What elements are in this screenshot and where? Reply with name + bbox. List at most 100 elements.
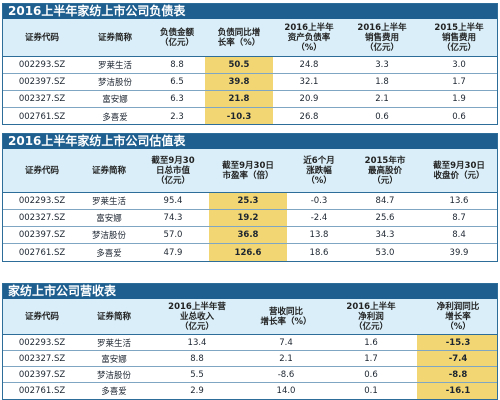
value-cell: 25.3 [237, 196, 259, 206]
value-cell: -16.1 [445, 386, 471, 396]
security-code: 002761.SZ [18, 386, 66, 396]
security-code: 002761.SZ [18, 247, 66, 258]
column-header: 截至9月30日 收盘价（元） [433, 160, 485, 181]
column-header: 截至9月30 日总市值 （亿元） [151, 155, 195, 186]
column-header: 2016上半年 资产负债率 （%） [284, 22, 334, 53]
column-header: 证券代码 [24, 32, 59, 43]
security-name: 富安娜 [102, 95, 128, 105]
security-code: 002327.SZ [18, 94, 66, 104]
column-header: 证券简称 [96, 311, 131, 322]
column-header: 2016上半年 销售费用 （亿元） [357, 22, 407, 53]
table-row: 002327.SZ 富安娜 6.3 21.8 20.9 2.1 1.9 [3, 91, 497, 108]
column-header: 截至9月30日 市盈率（倍） [222, 160, 274, 181]
value-cell: -8.6 [277, 369, 295, 380]
value-cell: 8.7 [452, 213, 466, 223]
value-cell: 32.1 [299, 77, 319, 87]
security-name: 梦洁股份 [96, 370, 131, 381]
security-code: 002397.SZ [18, 77, 66, 87]
table-panel-1: 2016上半年家纺上市公司负债表证券代码 证券简称 负债金额 （亿元） 负债同比增 长… [2, 3, 498, 125]
table-row: 002397.SZ 梦洁股份 57.0 36.8 13.8 34.3 8.4 [3, 227, 497, 244]
column-header: 负债金额 （亿元） [159, 27, 194, 48]
table-row: 002761.SZ 多喜爱 47.9 126.6 18.6 53.0 39.9 [3, 244, 497, 261]
table-title: 2016上半年家纺上市公司负债表 [3, 4, 497, 19]
value-cell: 1.7 [452, 77, 466, 87]
value-cell: 2.9 [190, 386, 204, 396]
table-row: 002397.SZ 梦洁股份 6.5 39.8 32.1 1.8 1.7 [3, 74, 497, 91]
value-cell: 34.3 [375, 230, 395, 240]
column-header: 2016上半年 净利润 （亿元） [346, 301, 396, 332]
table-panel-3: 家纺上市公司营收表证券代码 证券简称 2016上半年营 业总收入 （亿元） 营收同比 … [2, 283, 498, 400]
security-name: 罗莱生活 [97, 61, 132, 71]
value-cell: 13.8 [309, 230, 329, 240]
value-cell: 0.6 [364, 369, 378, 380]
security-code: 002327.SZ [18, 213, 66, 223]
security-code: 002293.SZ [18, 337, 66, 348]
highlight-column [209, 193, 287, 261]
column-header: 证券代码 [24, 311, 59, 322]
column-header: 2016上半年营 业总收入 （亿元） [168, 301, 226, 332]
value-cell: 57.0 [163, 230, 183, 240]
value-cell: 1.9 [452, 94, 466, 104]
value-cell: -0.3 [310, 196, 328, 206]
value-cell: 20.9 [299, 94, 319, 104]
table-header: 证券代码 证券简称 负债金额 （亿元） 负债同比增 长率（%） 2016上半年 资产负债… [3, 19, 497, 57]
security-name: 梦洁股份 [97, 78, 132, 88]
table-row: 002327.SZ 富安娜 8.8 2.1 1.7 -7.4 [3, 351, 497, 367]
security-name: 富安娜 [101, 354, 127, 365]
security-name: 多喜爱 [96, 248, 122, 259]
column-header: 营收同比 增长率（%） [260, 306, 312, 327]
table-row: 002293.SZ 罗莱生活 95.4 25.3 -0.3 84.7 13.6 [3, 193, 497, 210]
value-cell: 5.5 [190, 369, 204, 380]
value-cell: 126.6 [234, 247, 262, 258]
value-cell: 2.3 [170, 111, 184, 122]
security-name: 罗莱生活 [96, 338, 131, 349]
value-cell: 53.0 [375, 247, 395, 258]
value-cell: 1.6 [364, 337, 378, 348]
security-name: 罗莱生活 [91, 197, 126, 207]
value-cell: 7.4 [279, 337, 293, 348]
value-cell: 84.7 [375, 196, 395, 206]
value-cell: 6.5 [170, 77, 184, 87]
value-cell: 0.6 [452, 111, 466, 122]
table-header: 证券代码 证券简称 2016上半年营 业总收入 （亿元） 营收同比 增长率（%） 201… [3, 299, 497, 335]
value-cell: 3.3 [375, 60, 389, 70]
highlight-column [417, 335, 497, 399]
security-code: 002293.SZ [18, 60, 66, 70]
table-row: 002761.SZ 多喜爱 2.9 14.0 0.1 -16.1 [3, 383, 497, 399]
value-cell: 13.4 [187, 337, 207, 348]
table-row: 002293.SZ 罗莱生活 13.4 7.4 1.6 -15.3 [3, 335, 497, 351]
security-name: 多喜爱 [102, 112, 128, 123]
table-row: 002293.SZ 罗莱生活 8.8 50.5 24.8 3.3 3.0 [3, 57, 497, 74]
value-cell: 6.3 [170, 94, 184, 104]
column-header: 2015年市 最高股价 （元） [364, 155, 406, 186]
value-cell: 8.8 [170, 60, 184, 70]
table-row: 002397.SZ 梦洁股份 5.5 -8.6 0.6 -8.8 [3, 367, 497, 383]
value-cell: 24.8 [299, 60, 319, 70]
value-cell: -10.3 [226, 111, 252, 122]
value-cell: 25.6 [375, 213, 395, 223]
column-header: 负债同比增 长率（%） [217, 27, 261, 48]
column-header: 近6个月 涨跌幅 （%） [303, 155, 335, 186]
table-row: 002761.SZ 多喜爱 2.3 -10.3 26.8 0.6 0.6 [3, 108, 497, 124]
table-panel-2: 2016上半年家纺上市公司估值表 证券代码 证券简称 截至9月30 日总市值 （亿元）… [2, 133, 498, 262]
value-cell: 18.6 [309, 247, 329, 258]
table-row: 002327.SZ 富安娜 74.3 19.2 -2.4 25.6 8.7 [3, 210, 497, 227]
security-code: 002761.SZ [18, 111, 66, 122]
value-cell: 0.1 [364, 386, 378, 396]
security-name: 梦洁股份 [91, 231, 126, 241]
value-cell: -8.8 [448, 369, 468, 380]
value-cell: -15.3 [445, 337, 471, 348]
value-cell: 1.8 [375, 77, 389, 87]
column-header: 证券简称 [97, 32, 132, 43]
value-cell: 0.6 [375, 111, 389, 122]
value-cell: 8.4 [452, 230, 466, 240]
value-cell: 13.6 [449, 196, 469, 206]
column-header: 2015上半年 销售费用 （亿元） [434, 22, 484, 53]
value-cell: 21.8 [228, 94, 250, 104]
table-title: 家纺上市公司营收表 [3, 284, 497, 299]
value-cell: 8.8 [190, 353, 204, 364]
value-cell: 47.9 [163, 247, 183, 258]
value-cell: 1.7 [364, 353, 378, 364]
security-code: 002397.SZ [18, 369, 66, 380]
value-cell: 14.0 [276, 386, 296, 396]
